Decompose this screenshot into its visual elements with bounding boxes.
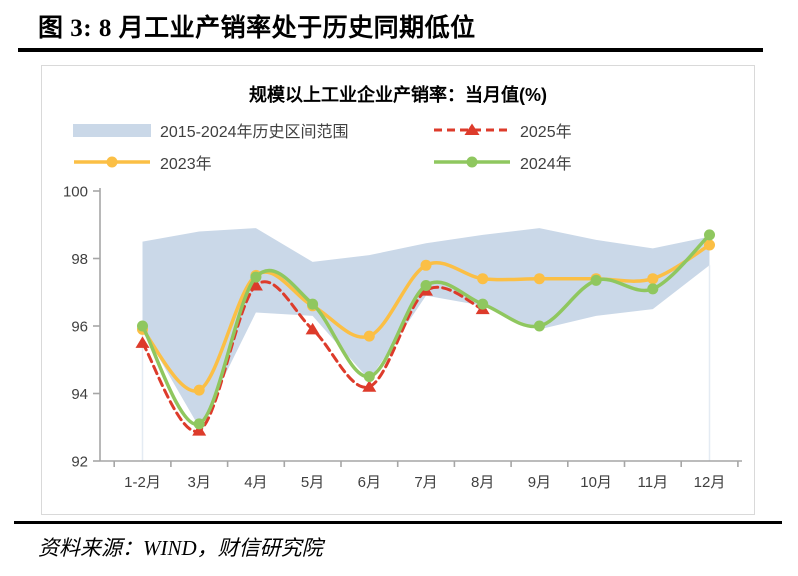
production-sales-ratio-plot: 92 94 96 98 100 1-2月 3月 4月 5月 6月 7月 8月 9月 10月 11月 12月 bbox=[63, 184, 742, 491]
source-divider bbox=[14, 521, 782, 524]
legend-label: 2015-2024年历史区间范围 bbox=[160, 124, 349, 141]
source-note: 资料来源：WIND，财信研究院 bbox=[38, 536, 323, 560]
series-1-marker bbox=[193, 384, 205, 396]
series-2-marker bbox=[250, 271, 262, 283]
legend-item-2025: 2025年 bbox=[433, 121, 572, 141]
x-axis-label: 3月 bbox=[188, 474, 211, 491]
y-axis-label: 94 bbox=[71, 386, 88, 403]
x-axis-label: 1-2月 bbox=[124, 474, 161, 491]
series-2-marker bbox=[590, 274, 602, 286]
series-2-marker bbox=[533, 320, 545, 332]
series-0-marker bbox=[135, 336, 150, 348]
x-axis-label: 7月 bbox=[414, 474, 437, 491]
y-axis-label: 92 bbox=[71, 454, 88, 471]
series-2-marker bbox=[137, 320, 148, 332]
legend-label: 2023年 bbox=[160, 156, 212, 173]
line-circle-marker-icon bbox=[434, 156, 510, 168]
series-0-marker bbox=[248, 279, 263, 291]
series-1-marker bbox=[363, 330, 375, 342]
history-band-area bbox=[142, 228, 710, 428]
legend-item-2024: 2024年 bbox=[433, 153, 572, 173]
legend-item-2023: 2023年 bbox=[73, 153, 212, 173]
series-2-marker bbox=[477, 298, 489, 310]
x-axis-label: 6月 bbox=[358, 474, 381, 491]
x-axis-label: 10月 bbox=[580, 474, 612, 491]
legend-label: 2025年 bbox=[520, 124, 572, 141]
x-axis-label: 12月 bbox=[694, 474, 726, 491]
figure-title: 图 3: 8 月工业产销率处于历史同期低位 bbox=[38, 15, 476, 42]
band-swatch-icon bbox=[73, 123, 151, 137]
x-axis-label: 8月 bbox=[471, 474, 494, 491]
y-axis-label: 100 bbox=[63, 184, 88, 201]
legend-label: 2024年 bbox=[520, 156, 572, 173]
dashed-triangle-marker-icon bbox=[434, 123, 510, 135]
series-2-marker bbox=[307, 298, 319, 310]
x-axis-label: 9月 bbox=[528, 474, 551, 491]
series-0-marker bbox=[362, 380, 377, 392]
chart-title: 规模以上工业企业产销率：当月值(%) bbox=[249, 85, 547, 105]
x-axis-label: 5月 bbox=[301, 474, 324, 491]
series-2-marker bbox=[420, 280, 432, 291]
x-axis-label: 11月 bbox=[638, 474, 669, 491]
chart-container: 规模以上工业企业产销率：当月值(%) 2015-2024年历史区间范围 2025… bbox=[41, 65, 755, 515]
line-circle-marker-icon bbox=[74, 156, 150, 168]
x-axis-label: 4月 bbox=[244, 474, 267, 491]
title-underline bbox=[18, 48, 763, 52]
series-1-marker bbox=[420, 259, 432, 271]
legend-item-history-band: 2015-2024年历史区间范围 bbox=[73, 121, 349, 141]
series-2-marker bbox=[647, 283, 659, 295]
y-axis-label: 96 bbox=[71, 319, 88, 336]
series-2-marker bbox=[193, 418, 205, 430]
series-1-marker bbox=[533, 273, 545, 285]
series-1-marker bbox=[647, 273, 659, 285]
series-2-marker bbox=[363, 371, 375, 383]
series-0-marker bbox=[305, 322, 320, 335]
series-2-marker bbox=[704, 229, 715, 241]
y-axis-label: 98 bbox=[71, 251, 88, 268]
series-0-marker bbox=[192, 424, 207, 436]
series-1-marker bbox=[704, 239, 715, 251]
series-1-marker bbox=[477, 273, 489, 285]
